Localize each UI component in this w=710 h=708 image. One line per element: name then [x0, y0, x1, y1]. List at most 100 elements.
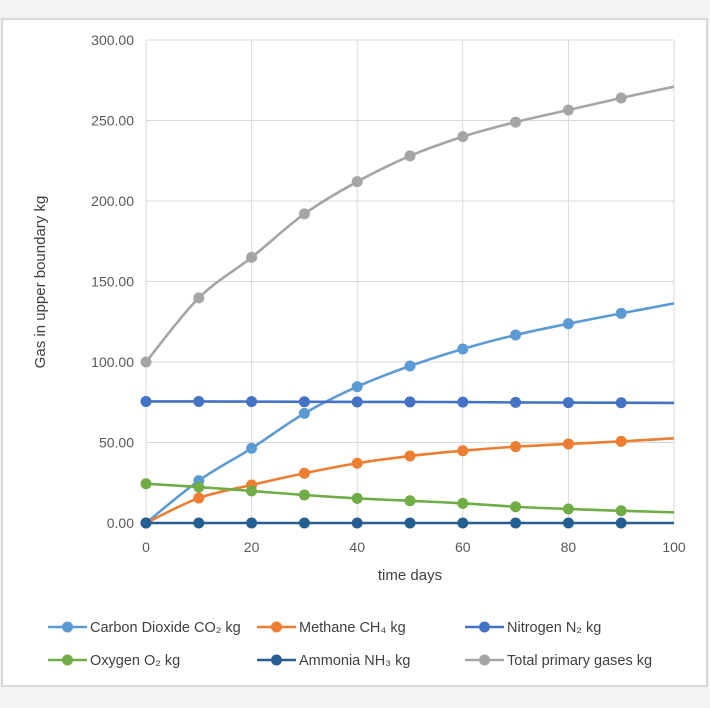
- series-group: [140, 85, 675, 529]
- data-point: [562, 503, 574, 515]
- data-point: [562, 104, 574, 116]
- legend-marker-icon: [271, 621, 282, 633]
- data-point: [562, 517, 574, 529]
- data-point: [351, 517, 363, 529]
- x-tick-label: 80: [561, 539, 577, 555]
- legend-label: Oxygen O₂ kg: [90, 653, 180, 669]
- legend-label: Nitrogen N₂ kg: [507, 620, 601, 636]
- data-point: [193, 395, 205, 407]
- y-tick-label: 300.00: [91, 32, 134, 48]
- data-point: [140, 356, 152, 368]
- y-tick-label: 0.00: [107, 515, 134, 531]
- data-point: [193, 492, 205, 504]
- data-point: [562, 438, 574, 450]
- data-point: [193, 517, 205, 529]
- series-line: [144, 85, 675, 363]
- series-1: [140, 435, 675, 529]
- data-point: [298, 396, 310, 408]
- series-5: [140, 85, 675, 368]
- series-3: [140, 478, 675, 517]
- data-point: [140, 517, 152, 529]
- x-axis-ticks: 0 20 40 60 80 100: [142, 539, 686, 555]
- data-point: [457, 343, 469, 355]
- data-point: [351, 492, 363, 504]
- data-point: [404, 450, 416, 462]
- data-point: [298, 407, 310, 419]
- legend-marker-icon: [62, 654, 73, 666]
- data-point: [457, 445, 469, 457]
- data-point: [246, 396, 258, 408]
- data-point: [510, 441, 522, 453]
- data-point: [615, 307, 627, 319]
- data-point: [404, 495, 416, 507]
- data-point: [457, 396, 469, 408]
- data-point: [404, 360, 416, 372]
- data-point: [298, 489, 310, 501]
- legend-marker-icon: [479, 654, 490, 666]
- data-point: [615, 397, 627, 409]
- y-tick-label: 50.00: [99, 435, 134, 451]
- x-axis-title: time days: [378, 567, 442, 584]
- legend-label: Carbon Dioxide CO₂ kg: [90, 620, 241, 636]
- y-tick-label: 100.00: [91, 354, 134, 370]
- y-tick-label: 250.00: [91, 113, 134, 129]
- data-point: [457, 517, 469, 529]
- data-point: [298, 467, 310, 479]
- data-point: [246, 485, 258, 497]
- legend-label: Methane CH₄ kg: [299, 620, 406, 636]
- data-point: [457, 497, 469, 509]
- legend-marker-icon: [271, 654, 282, 666]
- data-point: [615, 435, 627, 447]
- legend-item: Oxygen O₂ kg: [48, 653, 180, 669]
- data-point: [193, 481, 205, 493]
- data-point: [404, 517, 416, 529]
- data-point: [510, 329, 522, 341]
- legend-marker-icon: [479, 621, 490, 633]
- legend-item: Total primary gases kg: [465, 653, 652, 669]
- data-point: [615, 517, 627, 529]
- series-4: [140, 517, 674, 529]
- data-point: [404, 396, 416, 408]
- data-point: [246, 517, 258, 529]
- x-tick-label: 60: [455, 539, 471, 555]
- y-tick-label: 200.00: [91, 193, 134, 209]
- series-2: [140, 395, 675, 409]
- data-point: [562, 397, 574, 409]
- data-point: [615, 505, 627, 517]
- y-axis-ticks: 0.00 50.00 100.00 150.00 200.00 250.00 300.00: [91, 32, 134, 531]
- x-tick-label: 100: [662, 539, 686, 555]
- x-tick-label: 20: [244, 539, 260, 555]
- legend-item: Nitrogen N₂ kg: [465, 620, 601, 636]
- y-axis-title: Gas in upper boundary kg: [32, 196, 49, 369]
- legend-item: Methane CH₄ kg: [257, 620, 406, 636]
- data-point: [246, 251, 258, 263]
- legend-item: Ammonia NH₃ kg: [257, 653, 410, 669]
- data-point: [140, 478, 152, 490]
- data-point: [615, 92, 627, 104]
- x-tick-label: 0: [142, 539, 150, 555]
- legend-marker-icon: [62, 621, 73, 633]
- legend-label: Total primary gases kg: [507, 653, 652, 669]
- legend-label: Ammonia NH₃ kg: [299, 653, 410, 669]
- x-tick-label: 40: [349, 539, 365, 555]
- data-point: [298, 517, 310, 529]
- data-point: [510, 116, 522, 128]
- series-0: [140, 302, 675, 529]
- data-point: [510, 396, 522, 408]
- data-point: [140, 395, 152, 407]
- data-point: [351, 396, 363, 408]
- data-point: [510, 501, 522, 513]
- data-point: [246, 442, 258, 454]
- data-point: [351, 457, 363, 469]
- data-point: [193, 292, 205, 304]
- data-point: [457, 131, 469, 143]
- legend: Carbon Dioxide CO₂ kg Methane CH₄ kg Nitro…: [48, 620, 652, 669]
- data-point: [510, 517, 522, 529]
- data-point: [351, 176, 363, 188]
- chart-frame: [1, 18, 708, 687]
- y-tick-label: 150.00: [91, 274, 134, 290]
- legend-item: Carbon Dioxide CO₂ kg: [48, 620, 241, 636]
- data-point: [404, 150, 416, 162]
- data-point: [562, 318, 574, 330]
